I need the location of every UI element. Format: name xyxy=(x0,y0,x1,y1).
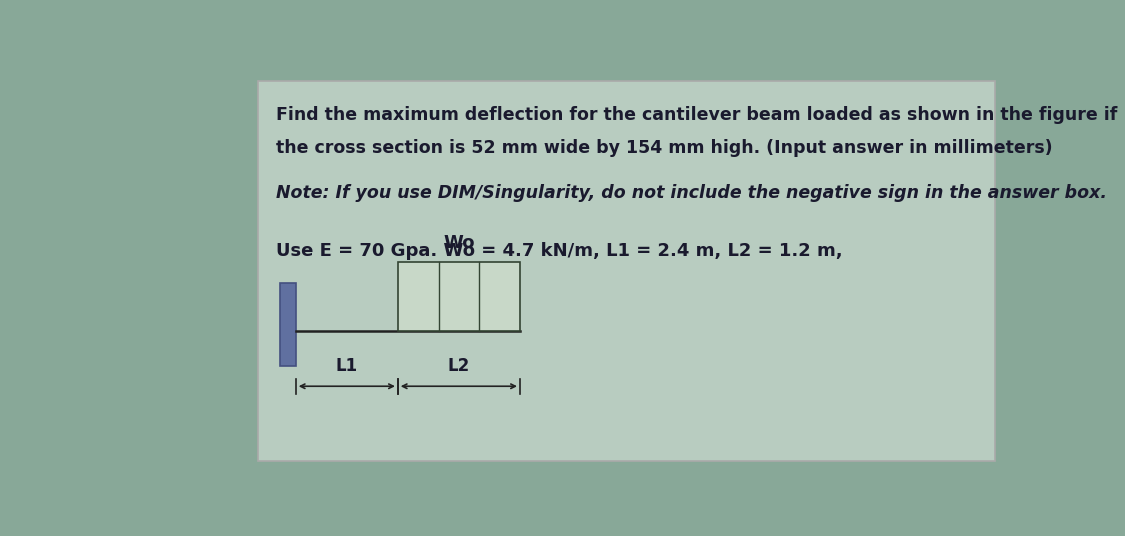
Text: Find the maximum deflection for the cantilever beam loaded as shown in the figur: Find the maximum deflection for the cant… xyxy=(276,106,1117,124)
Bar xyxy=(259,81,996,460)
Text: Note: If you use DIM/Singularity, do not include the negative sign in the answer: Note: If you use DIM/Singularity, do not… xyxy=(276,184,1107,202)
Text: L1: L1 xyxy=(335,356,358,375)
Text: L2: L2 xyxy=(448,356,470,375)
Text: the cross section is 52 mm wide by 154 mm high. (Input answer in millimeters): the cross section is 52 mm wide by 154 m… xyxy=(276,139,1052,157)
Bar xyxy=(398,263,520,331)
Text: Use E = 70 Gpa. Wo = 4.7 kN/m, L1 = 2.4 m, L2 = 1.2 m,: Use E = 70 Gpa. Wo = 4.7 kN/m, L1 = 2.4 … xyxy=(276,242,843,260)
Bar xyxy=(280,283,296,366)
Text: Wo: Wo xyxy=(443,234,475,252)
